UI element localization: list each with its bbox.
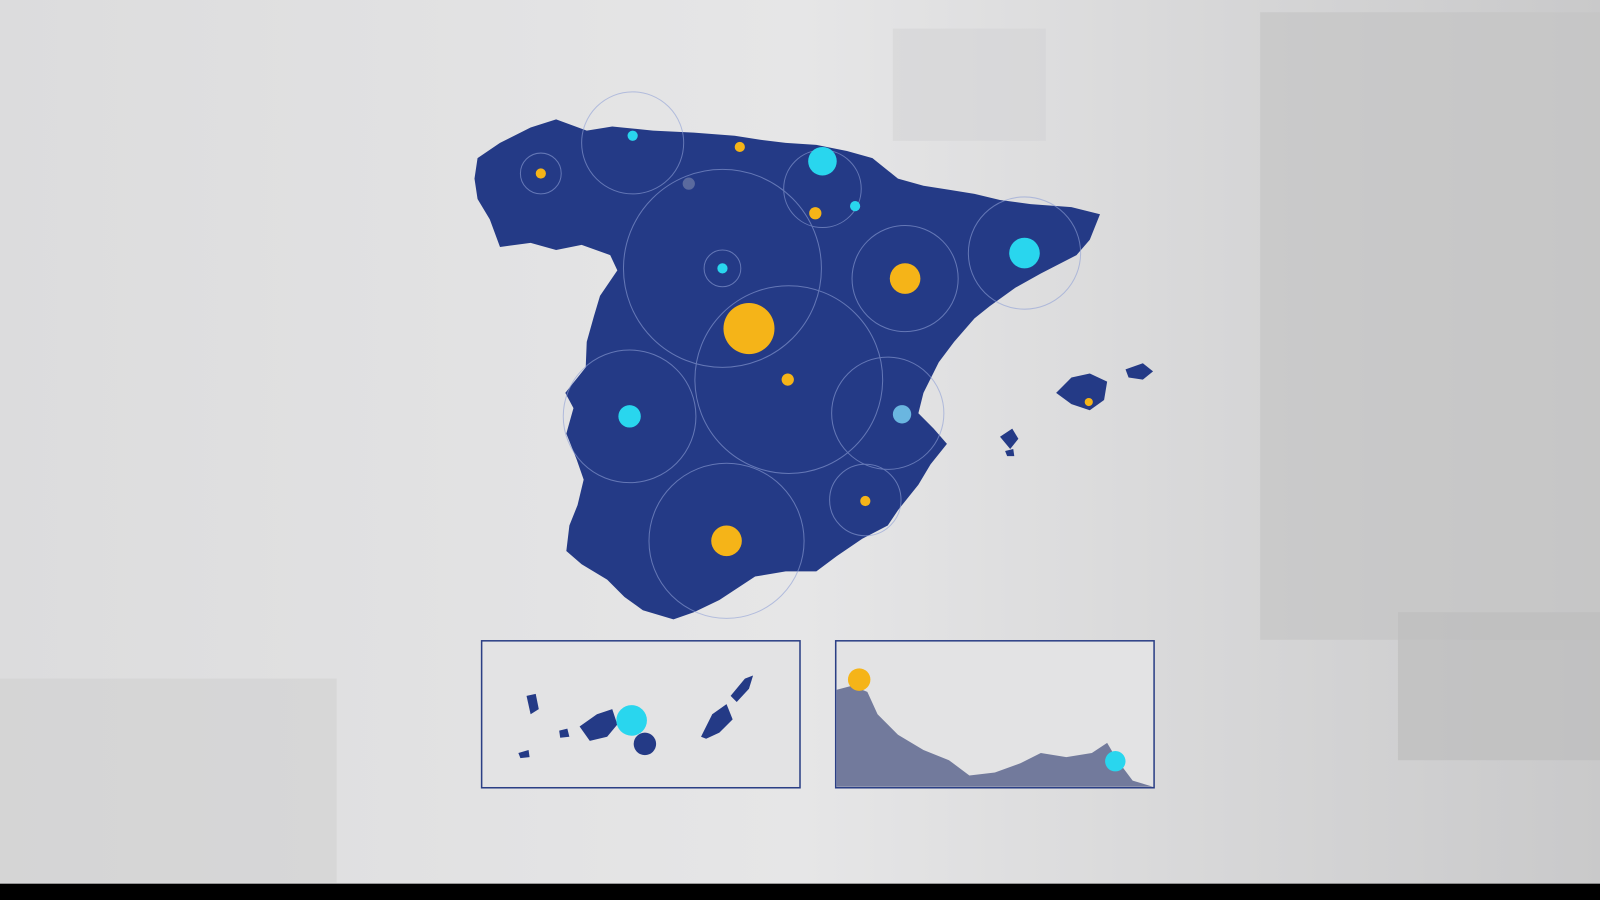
marker bbox=[809, 207, 822, 220]
background-panel bbox=[1260, 12, 1600, 640]
island bbox=[1125, 363, 1154, 380]
marker bbox=[618, 405, 641, 428]
island bbox=[579, 709, 618, 741]
coastline bbox=[836, 685, 1154, 787]
island bbox=[1000, 428, 1019, 449]
island bbox=[526, 693, 539, 715]
marker bbox=[892, 405, 912, 424]
mainland bbox=[474, 119, 1100, 620]
marker bbox=[711, 525, 742, 557]
background-panel bbox=[0, 678, 337, 883]
marker bbox=[682, 177, 695, 190]
marker bbox=[847, 668, 871, 691]
marker bbox=[535, 168, 546, 179]
ring bbox=[622, 168, 822, 368]
ring bbox=[703, 249, 742, 288]
canary-inset bbox=[480, 640, 801, 789]
marker bbox=[1009, 237, 1040, 269]
marker bbox=[860, 495, 871, 507]
island bbox=[518, 750, 530, 759]
bottom-bar bbox=[0, 883, 1600, 900]
background-panel bbox=[892, 28, 1046, 141]
range-rings bbox=[519, 91, 1082, 619]
ring bbox=[851, 225, 959, 333]
ring bbox=[694, 285, 884, 474]
ring bbox=[829, 463, 902, 537]
marker bbox=[627, 130, 638, 141]
ring bbox=[581, 91, 685, 195]
background-panel bbox=[1397, 612, 1600, 761]
marker bbox=[734, 141, 745, 153]
marker bbox=[1105, 751, 1126, 772]
marker bbox=[717, 263, 728, 274]
island bbox=[730, 675, 754, 703]
marker bbox=[1084, 397, 1093, 407]
ring bbox=[519, 152, 562, 195]
island bbox=[1005, 448, 1015, 457]
island bbox=[701, 704, 733, 739]
ring bbox=[967, 196, 1082, 310]
marker bbox=[808, 146, 837, 176]
marker bbox=[850, 201, 861, 212]
island bbox=[1056, 373, 1108, 411]
island bbox=[559, 728, 570, 738]
ring bbox=[562, 349, 697, 484]
island bbox=[633, 732, 657, 756]
marker bbox=[781, 373, 794, 386]
ceuta-melilla-inset bbox=[834, 640, 1155, 789]
ring bbox=[648, 462, 805, 619]
markers bbox=[535, 130, 1093, 557]
ring bbox=[831, 356, 945, 470]
marker bbox=[723, 303, 775, 355]
marker bbox=[889, 263, 921, 294]
marker bbox=[616, 705, 647, 736]
